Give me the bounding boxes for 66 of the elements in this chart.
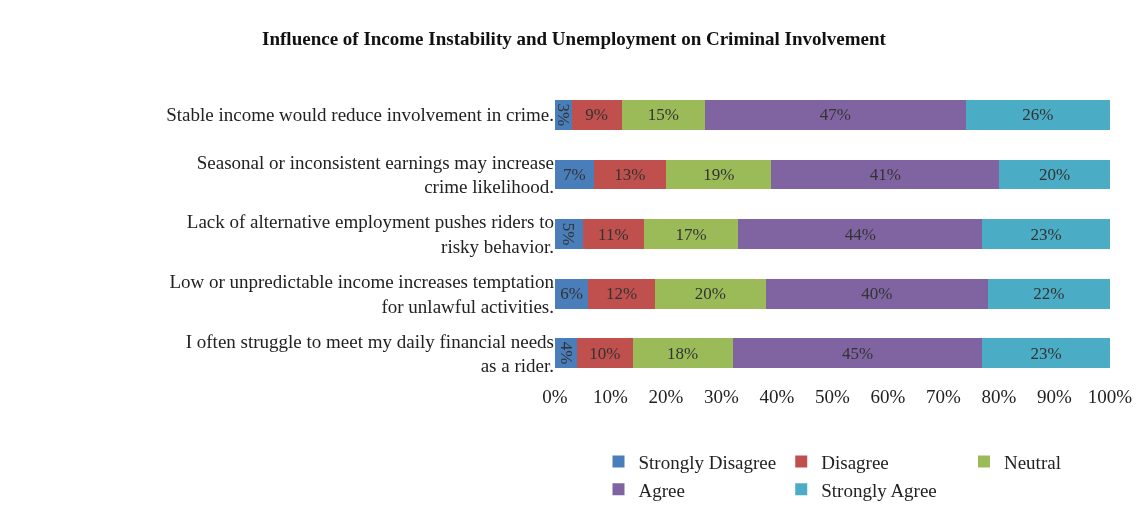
legend-label: Disagree [821, 451, 889, 473]
data-label: 40% [861, 284, 893, 304]
data-label: 47% [819, 105, 851, 125]
x-tick-label: 20% [648, 386, 684, 407]
bar [704, 99, 966, 130]
data-label: 3% [553, 103, 573, 127]
x-tick-label: 40% [759, 386, 795, 407]
y-tick-label: Lack of alternative employment pushes riders to risky behavior. [186, 211, 554, 257]
data-label: 5% [559, 222, 579, 246]
data-label: 11% [598, 224, 629, 244]
y-tick-label: Stable income would reduce involvement in crime. [166, 104, 554, 126]
data-label: 23% [1030, 224, 1062, 244]
y-tick-label: I often struggle to meet my daily financial needs as a rider. [185, 330, 554, 377]
data-label: 6% [560, 284, 583, 304]
data-label: 26% [1022, 105, 1054, 125]
data-label: 12% [606, 284, 638, 304]
data-label: 22% [1033, 284, 1065, 304]
bar [738, 219, 983, 249]
data-label: 45% [841, 343, 874, 363]
data-label: 19% [703, 164, 735, 184]
bar [771, 159, 999, 190]
bar [577, 338, 633, 369]
x-tick-label: 10% [593, 386, 629, 407]
data-label: 10% [589, 343, 621, 363]
legend-label: Agree [638, 479, 685, 501]
x-tick-label: 80% [981, 386, 1017, 407]
bar [643, 219, 739, 249]
data-label: 20% [694, 284, 726, 304]
bar [582, 219, 644, 249]
x-tick-label: 100% [1087, 386, 1133, 407]
bar [632, 338, 733, 369]
bar [588, 278, 655, 309]
data-label: 7% [563, 164, 586, 184]
data-label: 41% [869, 164, 901, 184]
bar [982, 338, 1110, 369]
x-tick-label: 70% [926, 386, 962, 407]
data-label: 23% [1030, 343, 1062, 363]
data-label: 15% [647, 105, 679, 125]
legend-label: Neutral [1003, 451, 1061, 473]
x-tick-label: 60% [870, 386, 906, 407]
data-label: 44% [844, 224, 876, 244]
bar [765, 278, 988, 309]
bar [987, 278, 1110, 309]
data-label: 13% [614, 164, 646, 184]
data-label: 17% [675, 224, 707, 244]
x-tick-label: 0% [542, 386, 568, 407]
y-tick-label: Seasonal or inconsistent earnings may increase crime likelihood. [196, 151, 554, 198]
data-label: 9% [585, 105, 608, 125]
bar [654, 278, 766, 309]
x-tick-label: 90% [1037, 386, 1073, 407]
x-tick-label: 30% [704, 386, 740, 407]
data-label: 18% [667, 343, 699, 363]
data-label: 4% [556, 341, 576, 365]
bar [999, 159, 1110, 190]
bar [571, 99, 622, 130]
chart-title: Influence of Income Instability and Unemployment on Criminal Involvement [262, 27, 887, 49]
bar [621, 99, 705, 130]
legend-label: Strongly Disagree [638, 451, 777, 473]
bar [666, 159, 772, 190]
y-tick-label: Low or unpredictable income increases temptation for unlawful activities. [169, 270, 555, 317]
bar [965, 99, 1110, 130]
bar [732, 338, 983, 369]
x-tick-label: 50% [815, 386, 851, 407]
legend-label: Strongly Agree [821, 479, 937, 501]
data-label: 20% [1038, 164, 1071, 184]
bar [982, 219, 1110, 249]
